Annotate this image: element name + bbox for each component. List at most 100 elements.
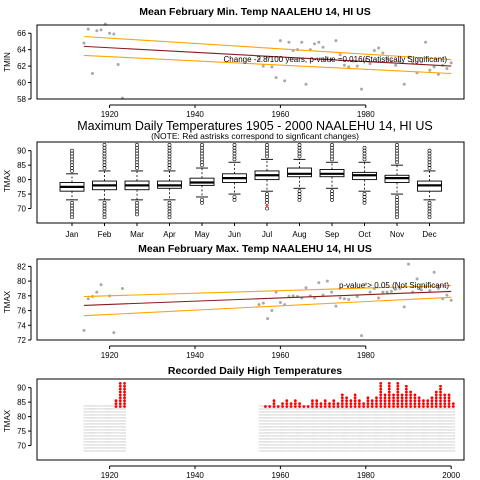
box-outlier [102, 206, 107, 211]
box-outlier [265, 195, 269, 199]
box-iqr [287, 167, 312, 178]
record-high-point [289, 405, 293, 408]
panel2-y-tick-label: 85 [17, 161, 26, 170]
box-outlier [362, 197, 367, 202]
record-high-point [443, 405, 447, 408]
record-high-point [340, 399, 344, 403]
record-high-point [396, 387, 400, 391]
box-outlier [102, 142, 107, 147]
panel1-x-tick-label: 1940 [186, 110, 204, 119]
record-high-point [123, 405, 126, 408]
box-outlier [395, 154, 399, 159]
record-high-point [298, 402, 302, 405]
box-outlier [330, 157, 334, 162]
box-outlier [135, 209, 139, 214]
record-high-point [340, 393, 344, 397]
record-high-point [447, 405, 451, 408]
record-high-point [439, 390, 442, 394]
record-high-point [434, 405, 438, 408]
panel1-data-point [283, 79, 287, 83]
box-outlier [167, 163, 172, 168]
record-high-point [379, 390, 383, 394]
panel1-data-point [389, 59, 393, 63]
record-high-point [439, 405, 442, 408]
month-tick-label: Aug [292, 230, 306, 239]
panel3-y-tick-label: 74 [17, 321, 26, 330]
record-high-point [443, 402, 447, 405]
record-high-point [375, 405, 378, 408]
record-high-point [439, 393, 442, 397]
panel1-data-point [82, 41, 86, 45]
panel1-data-point [300, 40, 304, 44]
panel1-data-point [436, 72, 440, 76]
panel3-data-point [338, 296, 342, 300]
record-high-point [118, 396, 122, 400]
box-outlier [70, 151, 74, 156]
panel1-y-tick-label: 66 [17, 29, 26, 38]
record-high-point [417, 402, 421, 405]
record-high-point [430, 405, 434, 408]
panel2-subtitle: (NOTE: Red astrisks correspond to signfi… [151, 131, 359, 141]
box-outlier [200, 142, 204, 147]
panel3-data-point [347, 298, 351, 301]
record-high-point [123, 393, 126, 397]
record-high-point [319, 402, 323, 405]
box-outlier [167, 200, 172, 205]
box-outlier [200, 163, 204, 168]
box-outlier [265, 145, 269, 150]
record-high-point [353, 402, 357, 405]
box-outlier [200, 145, 204, 150]
record-high-point [422, 399, 425, 403]
box-outlier [395, 142, 399, 147]
box-outlier [200, 154, 204, 159]
panel3-data-point [342, 297, 346, 301]
record-high-point [379, 405, 383, 408]
record-high-point [387, 405, 391, 408]
record-high-point [404, 390, 408, 394]
box-outlier [167, 166, 172, 170]
box-outlier [297, 145, 302, 150]
box-outlier [135, 148, 139, 153]
record-high-point [451, 402, 455, 405]
record-high-point [379, 402, 383, 405]
box-outlier [297, 189, 302, 194]
record-high-point [379, 396, 383, 400]
box-outlier [102, 154, 107, 159]
record-high-point [357, 399, 361, 403]
month-tick-label: Jun [228, 230, 241, 239]
record-high-point [396, 384, 400, 388]
panel3-y-tick-label: 76 [17, 307, 26, 316]
box-outlier [330, 148, 334, 153]
box-outlier [297, 154, 302, 159]
box-outlier [135, 145, 139, 150]
record-high-point [340, 402, 344, 405]
record-high-point [396, 402, 400, 405]
panel1-data-point [325, 56, 329, 60]
record-high-point [392, 405, 395, 408]
record-high-point [311, 399, 314, 403]
box-outlier [135, 160, 139, 165]
panel1-data-point [402, 82, 406, 86]
record-high-point [123, 381, 126, 385]
panel1-frame [36, 24, 465, 100]
panel-daily-max-boxplot: Maximum Daily Temperatures 1905 - 2000 N… [3, 119, 465, 239]
panel3-data-point [385, 290, 389, 294]
panel3-data-point [402, 305, 406, 309]
record-high-point [118, 405, 122, 408]
record-high-point [293, 402, 297, 405]
month-tick-label: May [194, 230, 209, 239]
box-outlier [427, 148, 432, 153]
panel4-title: Recorded Daily High Temperatures [168, 365, 342, 377]
record-high-point [118, 381, 122, 385]
box-outlier [265, 154, 269, 159]
record-high-point [409, 402, 413, 405]
record-high-point [383, 393, 387, 397]
panel1-data-point [385, 57, 389, 61]
record-high-point [345, 399, 348, 403]
significant-asterisk: * [265, 203, 269, 214]
panel3-data-point [112, 331, 116, 335]
box-outlier [167, 157, 172, 162]
record-high-point [404, 384, 408, 388]
record-high-point [272, 402, 276, 405]
record-high-point [404, 399, 408, 403]
